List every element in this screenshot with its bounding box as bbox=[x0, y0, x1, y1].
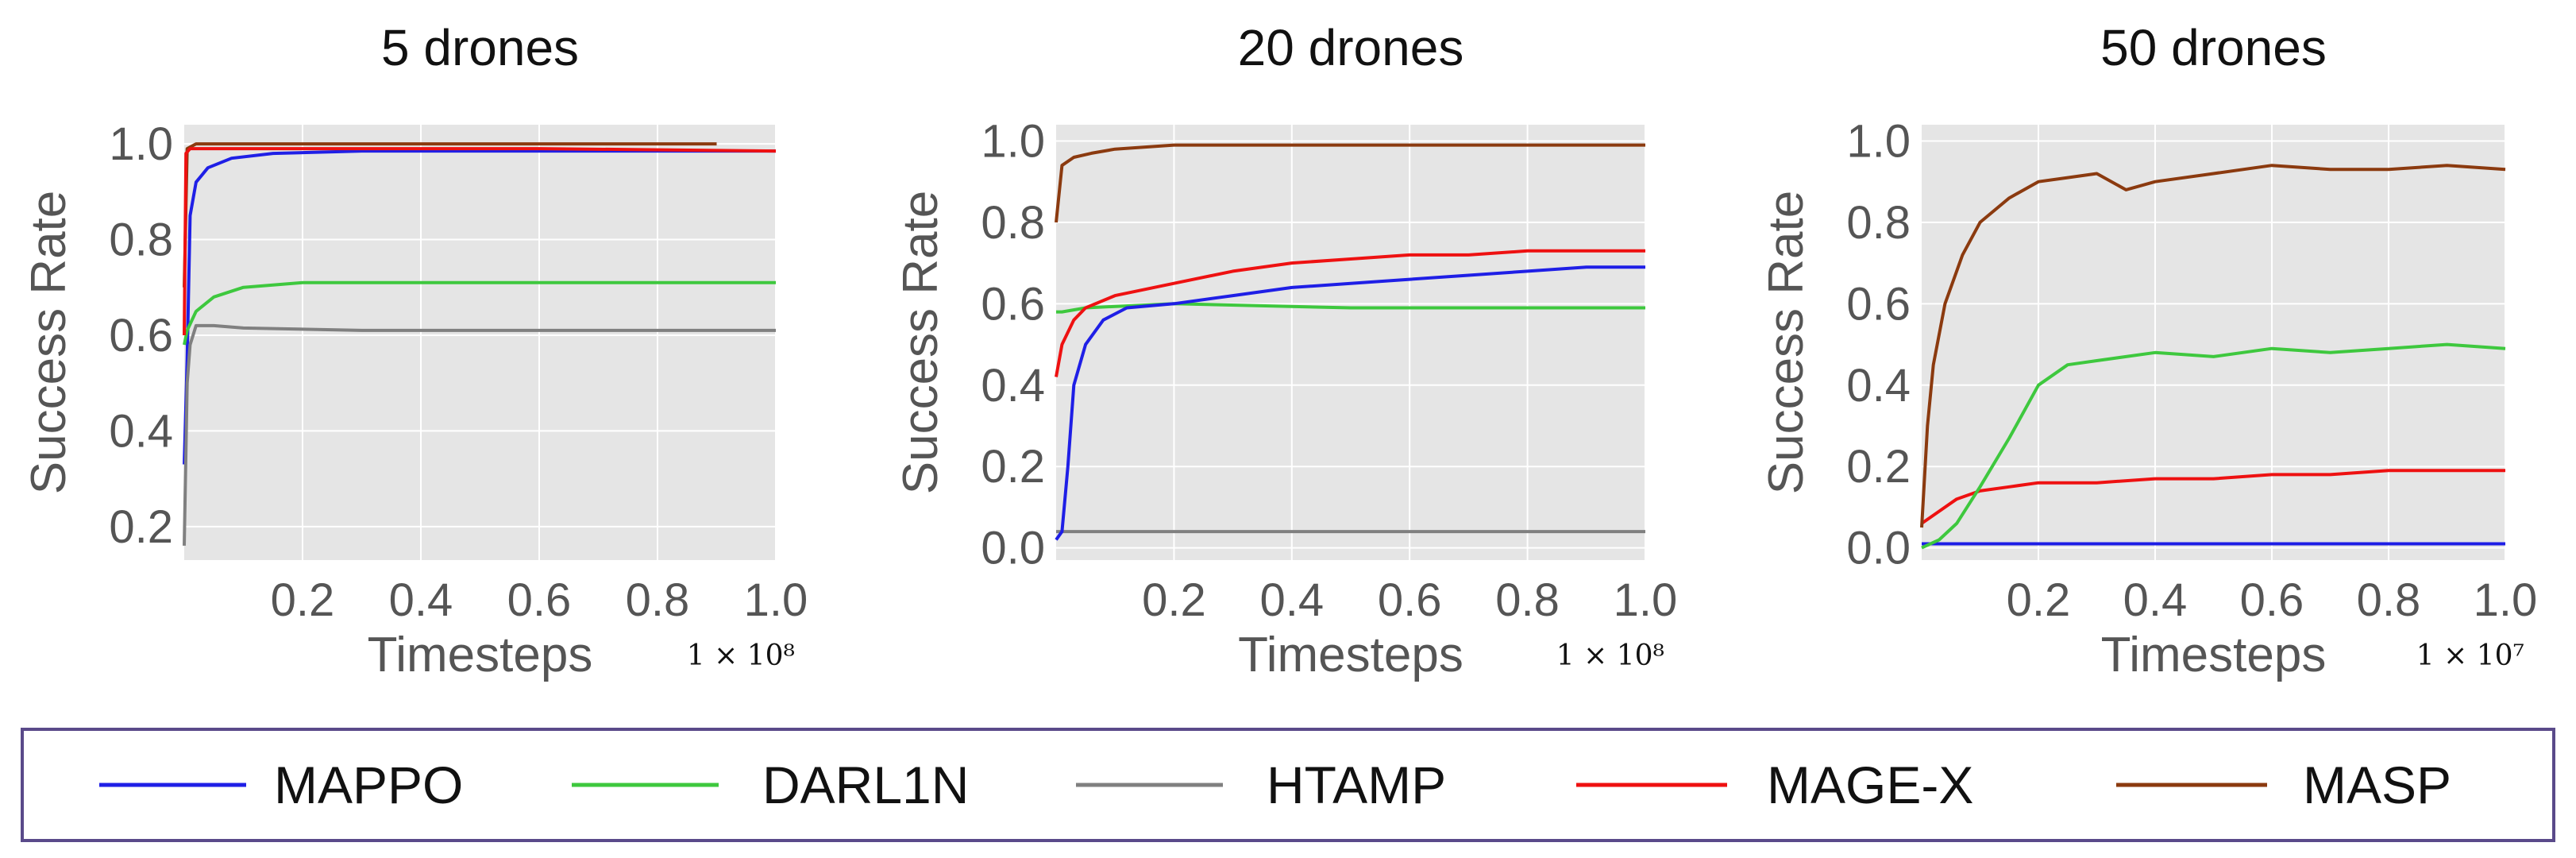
legend: MAPPO DARL1N HTAMP MAGE-X MASP bbox=[21, 728, 2555, 842]
y-tick-label-1: 0.2 bbox=[981, 441, 1045, 493]
x-axis-label: Timesteps bbox=[368, 628, 593, 682]
y-tick-label-1: 0.4 bbox=[109, 405, 173, 457]
x-axis-label: Timesteps bbox=[2101, 628, 2327, 682]
x-tick-label-2: 0.6 bbox=[1378, 574, 1442, 626]
series-line-mage-x bbox=[1920, 469, 2505, 525]
y-axis-label: Success Rate bbox=[893, 191, 948, 495]
y-tick-label-0: 0.0 bbox=[981, 523, 1045, 574]
x-tick-label-1: 0.4 bbox=[2123, 574, 2188, 626]
panel-title: 50 drones bbox=[2100, 19, 2327, 76]
y-tick-label-5: 1.0 bbox=[1846, 115, 1911, 167]
legend-entry-masp: MASP bbox=[2116, 756, 2451, 814]
x-tick-label-3: 0.8 bbox=[1495, 574, 1560, 626]
y-tick-label-0: 0.2 bbox=[109, 501, 173, 553]
y-tick-label-3: 0.6 bbox=[981, 278, 1045, 330]
legend-entry-mappo: MAPPO bbox=[99, 756, 463, 814]
y-tick-label-0: 0.0 bbox=[1846, 523, 1911, 574]
series-line-mappo bbox=[183, 149, 776, 465]
chart-panel-50-drones: 0.2 0.4 0.6 0.8 1.0 0.0 0.2 0.4 0.6 0.8 1.0 50 dron… bbox=[1759, 19, 2537, 682]
y-tick-label-5: 1.0 bbox=[981, 115, 1045, 167]
plot-area bbox=[184, 125, 776, 560]
x-axis-multiplier: 1 × 10⁸ bbox=[687, 640, 795, 672]
legend-entry-htamp: HTAMP bbox=[1076, 756, 1446, 814]
series-line-darl1n bbox=[1921, 342, 2506, 550]
x-tick-label-3: 0.8 bbox=[626, 574, 690, 626]
y-tick-label-1: 0.2 bbox=[1846, 441, 1911, 493]
plot-area bbox=[1922, 125, 2505, 560]
x-tick-label-0: 0.2 bbox=[271, 574, 335, 626]
x-tick-label-2: 0.6 bbox=[507, 574, 572, 626]
legend-label-masp: MASP bbox=[2303, 756, 2451, 814]
x-axis-multiplier: 1 × 10⁷ bbox=[2416, 640, 2524, 672]
y-tick-label-3: 0.8 bbox=[109, 214, 173, 266]
x-tick-label-0: 0.2 bbox=[2007, 574, 2071, 626]
y-tick-label-2: 0.4 bbox=[1846, 360, 1911, 412]
series-line-mage-x bbox=[183, 147, 777, 336]
series-line-darl1n bbox=[183, 280, 776, 346]
series-line-mappo bbox=[1055, 265, 1645, 541]
y-tick-label-3: 0.6 bbox=[1846, 278, 1911, 330]
y-tick-label-2: 0.4 bbox=[981, 360, 1045, 412]
y-tick-label-4: 0.8 bbox=[1846, 197, 1911, 249]
chart-panel-20-drones: 0.2 0.4 0.6 0.8 1.0 0.0 0.2 0.4 0.6 0.8 1.0 20 dron… bbox=[893, 19, 1677, 682]
series-line-masp bbox=[1920, 164, 2506, 528]
y-tick-label-2: 0.6 bbox=[109, 310, 173, 361]
x-tick-label-4: 1.0 bbox=[744, 574, 808, 626]
x-tick-label-1: 0.4 bbox=[389, 574, 453, 626]
y-axis-label: Success Rate bbox=[1759, 191, 1814, 495]
legend-label-darl1n: DARL1N bbox=[762, 756, 969, 814]
x-axis-label: Timesteps bbox=[1238, 628, 1463, 682]
y-tick-label-4: 1.0 bbox=[109, 118, 173, 170]
legend-label-mappo: MAPPO bbox=[274, 756, 463, 814]
plot-area bbox=[1056, 125, 1645, 560]
y-axis-label: Success Rate bbox=[21, 191, 76, 495]
chart-panels: 0.2 0.4 0.6 0.8 1.0 0.2 0.4 0.6 0.8 1.0 5 drones Ti… bbox=[21, 19, 2537, 682]
panel-title: 5 drones bbox=[381, 19, 579, 76]
x-tick-label-4: 1.0 bbox=[2474, 574, 2538, 626]
legend-label-mage-x: MAGE-X bbox=[1767, 756, 1973, 814]
x-tick-label-1: 0.4 bbox=[1259, 574, 1324, 626]
x-tick-label-3: 0.8 bbox=[2357, 574, 2421, 626]
x-tick-label-0: 0.2 bbox=[1142, 574, 1206, 626]
panel-title: 20 drones bbox=[1238, 19, 1464, 76]
y-tick-label-4: 0.8 bbox=[981, 197, 1045, 249]
chart-panel-5-drones: 0.2 0.4 0.6 0.8 1.0 0.2 0.4 0.6 0.8 1.0 5 drones Ti… bbox=[21, 19, 808, 682]
series-line-htamp bbox=[183, 323, 776, 546]
series-line-mage-x bbox=[1055, 249, 1645, 377]
x-tick-label-4: 1.0 bbox=[1614, 574, 1678, 626]
x-axis-multiplier: 1 × 10⁸ bbox=[1556, 640, 1664, 672]
legend-entry-mage-x: MAGE-X bbox=[1576, 756, 1973, 814]
series-line-masp bbox=[1055, 143, 1645, 223]
x-tick-label-2: 0.6 bbox=[2240, 574, 2304, 626]
legend-label-htamp: HTAMP bbox=[1267, 756, 1446, 814]
legend-entry-darl1n: DARL1N bbox=[572, 756, 969, 814]
